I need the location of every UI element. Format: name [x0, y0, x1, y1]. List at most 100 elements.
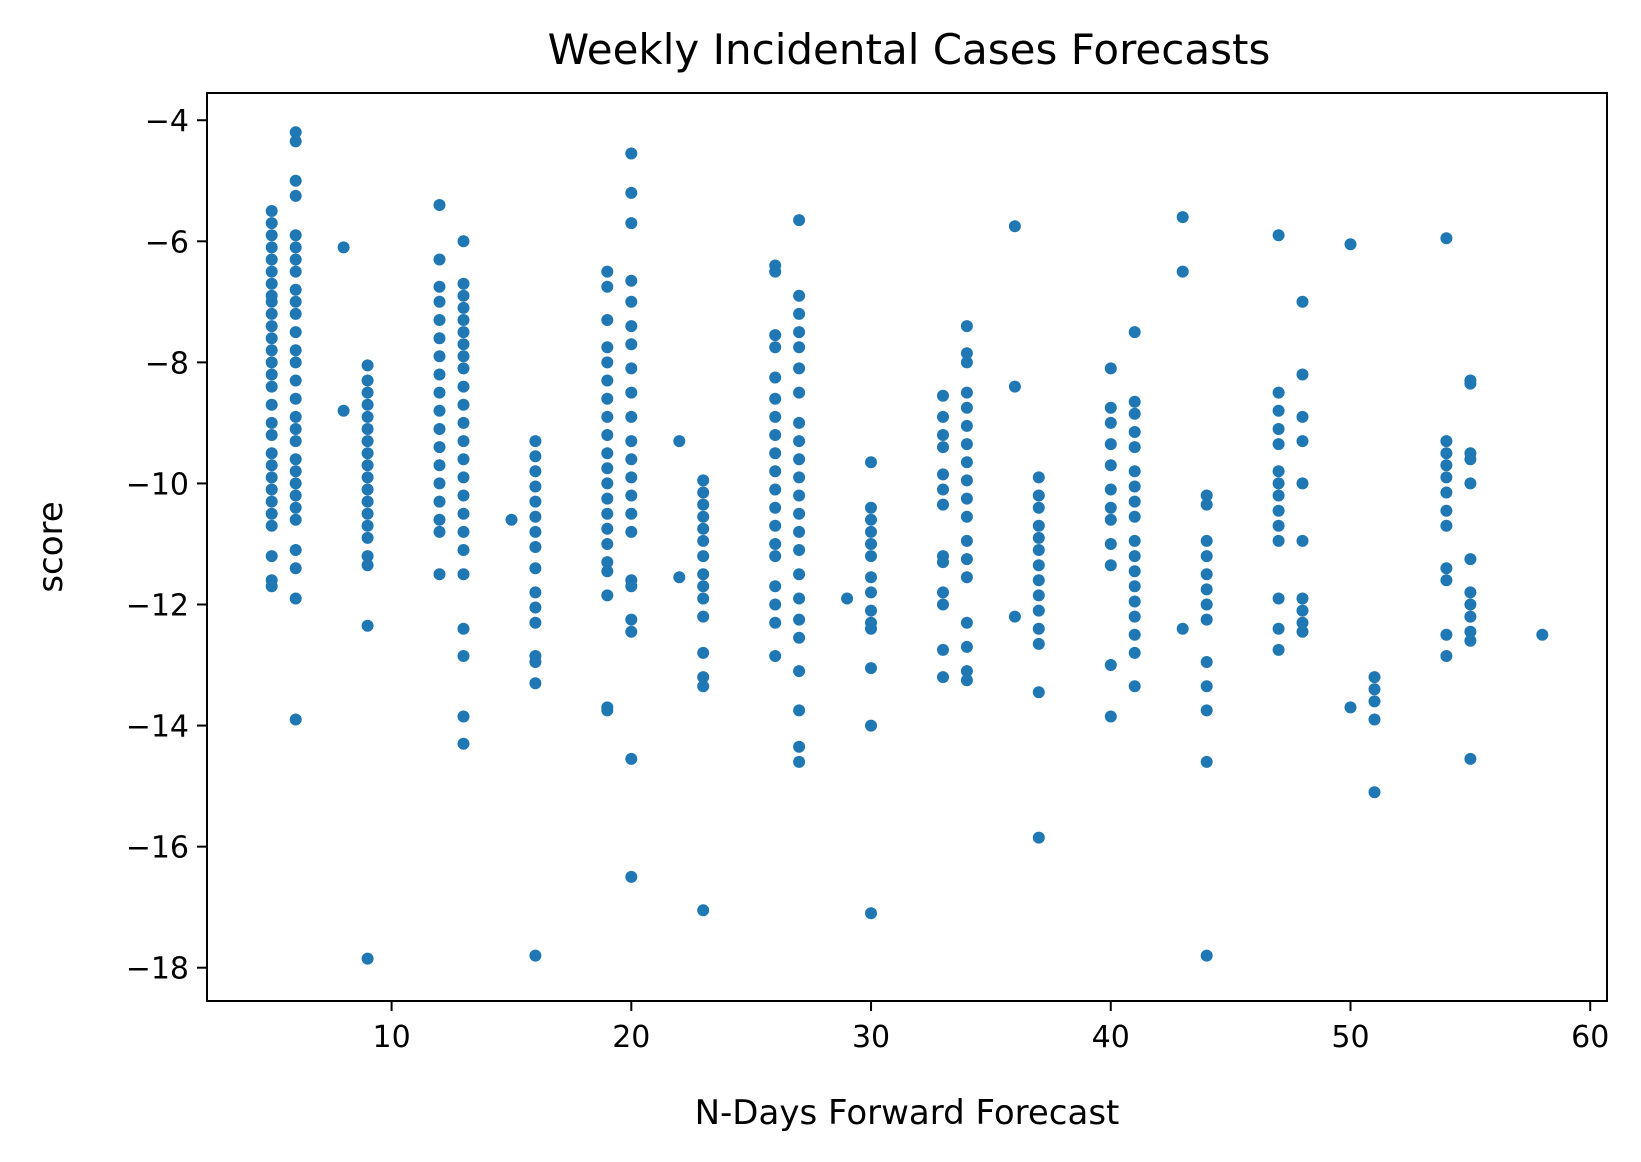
scatter-point	[1296, 477, 1309, 490]
scatter-point	[793, 289, 806, 302]
scatter-point	[1128, 680, 1141, 693]
scatter-point	[265, 519, 278, 532]
scatter-point	[457, 622, 470, 635]
scatter-point	[1344, 238, 1357, 251]
scatter-point	[1440, 447, 1453, 460]
scatter-point	[625, 453, 638, 466]
scatter-point	[289, 265, 302, 278]
scatter-point	[937, 598, 949, 611]
scatter-point	[865, 501, 877, 514]
scatter-point	[433, 495, 446, 508]
scatter-point	[529, 465, 542, 478]
scatter-point	[1464, 752, 1477, 765]
scatter-point	[865, 907, 877, 920]
scatter-point	[529, 677, 542, 690]
y-tick-label: −8	[145, 346, 189, 381]
scatter-point	[1104, 659, 1117, 671]
scatter-point	[937, 429, 949, 441]
scatter-point	[289, 253, 302, 266]
scatter-point	[625, 274, 638, 287]
scatter-point	[1008, 380, 1021, 393]
scatter-point	[769, 538, 782, 550]
scatter-point	[433, 199, 446, 211]
scatter-point	[601, 447, 614, 460]
scatter-point	[289, 477, 302, 490]
scatter-point	[1200, 534, 1213, 547]
scatter-point	[433, 350, 446, 363]
scatter-point	[625, 507, 638, 520]
scatter-point	[769, 580, 782, 593]
scatter-point	[1128, 534, 1141, 547]
scatter-point	[697, 550, 710, 563]
scatter-point	[769, 447, 782, 460]
scatter-point	[457, 326, 470, 339]
scatter-point	[457, 650, 470, 662]
scatter-point	[529, 435, 542, 448]
scatter-point	[289, 465, 302, 478]
scatter-point	[289, 189, 302, 202]
scatter-point	[601, 314, 614, 326]
scatter-point	[697, 904, 710, 917]
scatter-point	[529, 541, 542, 553]
scatter-point	[673, 571, 686, 584]
scatter-point	[1200, 949, 1213, 962]
scatter-point	[1104, 538, 1117, 550]
scatter-point	[769, 410, 782, 423]
scatter-point	[1104, 401, 1117, 414]
scatter-point	[1104, 362, 1117, 375]
scatter-point	[601, 280, 614, 293]
scatter-point	[1344, 701, 1357, 714]
scatter-point	[457, 737, 470, 750]
scatter-point	[1200, 498, 1213, 511]
scatter-point	[937, 389, 949, 402]
scatter-point	[960, 571, 973, 584]
scatter-point	[865, 604, 877, 617]
scatter-point	[265, 295, 278, 308]
scatter-point	[865, 513, 877, 526]
scatter-point	[289, 295, 302, 308]
scatter-point	[1128, 580, 1141, 593]
scatter-point	[1272, 229, 1285, 242]
scatter-point	[1200, 598, 1213, 611]
scatter-point	[793, 307, 806, 320]
scatter-point	[937, 483, 949, 496]
scatter-point	[1296, 592, 1309, 605]
scatter-point	[601, 477, 614, 490]
y-axis: −4 −6 −8 −10 −12 −14 −16 −18	[126, 104, 207, 987]
scatter-point	[1200, 550, 1213, 563]
scatter-point	[937, 671, 949, 684]
scatter-point	[1296, 295, 1309, 308]
scatter-point	[769, 483, 782, 496]
scatter-point	[361, 398, 374, 411]
scatter-point	[1128, 646, 1141, 659]
scatter-point	[1176, 265, 1189, 278]
scatter-point	[697, 474, 710, 487]
scatter-point	[289, 241, 302, 254]
scatter-point	[601, 704, 614, 717]
scatter-point	[265, 344, 278, 357]
scatter-point	[1032, 589, 1045, 602]
x-tick-label: 60	[1571, 1020, 1609, 1055]
y-tick-label: −12	[126, 589, 189, 624]
scatter-point	[697, 534, 710, 547]
scatter-point	[793, 416, 806, 429]
scatter-point	[1368, 671, 1381, 684]
scatter-point	[433, 368, 446, 381]
scatter-point	[361, 507, 374, 520]
scatter-point	[865, 550, 877, 563]
scatter-point	[1128, 550, 1141, 563]
y-tick-label: −14	[126, 710, 189, 745]
scatter-point	[1464, 377, 1477, 390]
scatter-point	[960, 401, 973, 414]
scatter-point	[1128, 510, 1141, 523]
scatter-point	[769, 650, 782, 662]
scatter-point	[793, 471, 806, 484]
scatter-point	[529, 586, 542, 599]
scatter-point	[960, 419, 973, 432]
scatter-point	[433, 423, 446, 435]
scatter-point	[865, 662, 877, 675]
scatter-point	[457, 568, 470, 581]
scatter-point	[625, 471, 638, 484]
scatter-point	[529, 510, 542, 523]
scatter-point	[457, 398, 470, 411]
